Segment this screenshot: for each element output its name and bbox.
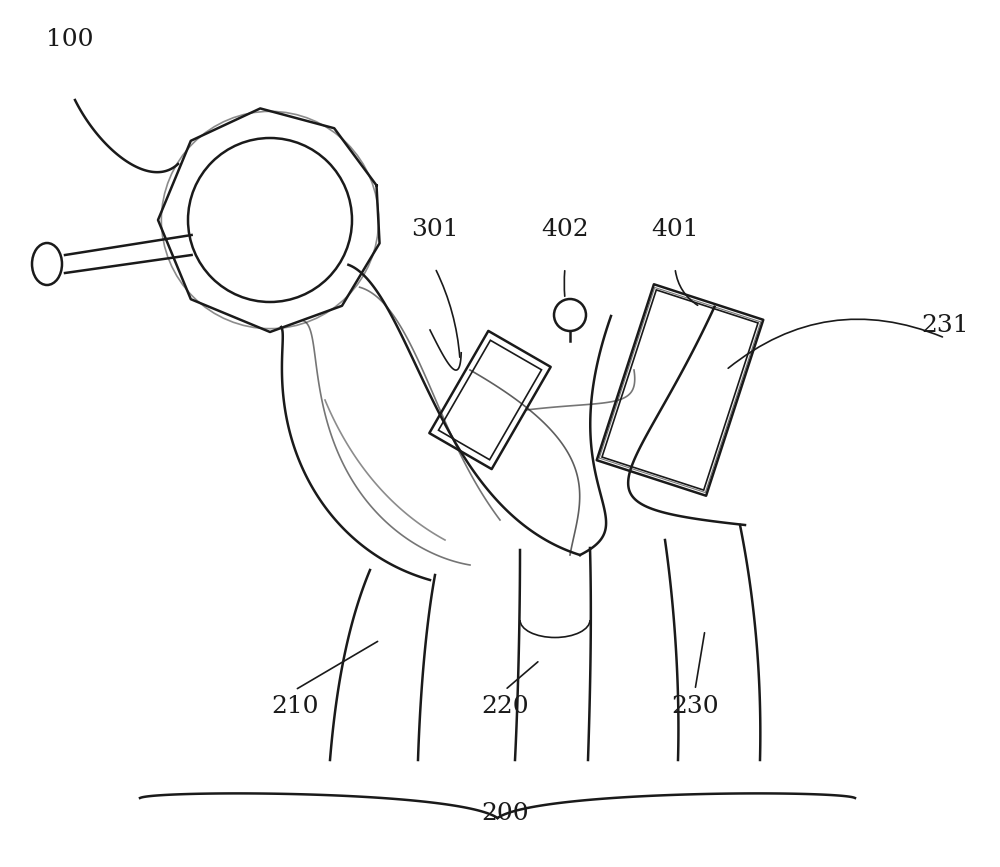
Text: 200: 200 [481,802,529,825]
Text: 100: 100 [46,28,94,50]
Text: 230: 230 [671,695,719,718]
Text: 210: 210 [271,695,319,718]
Text: 402: 402 [541,218,589,241]
Text: 231: 231 [921,314,969,336]
Text: 401: 401 [651,218,699,241]
Text: 301: 301 [411,218,459,241]
Text: 220: 220 [481,695,529,718]
